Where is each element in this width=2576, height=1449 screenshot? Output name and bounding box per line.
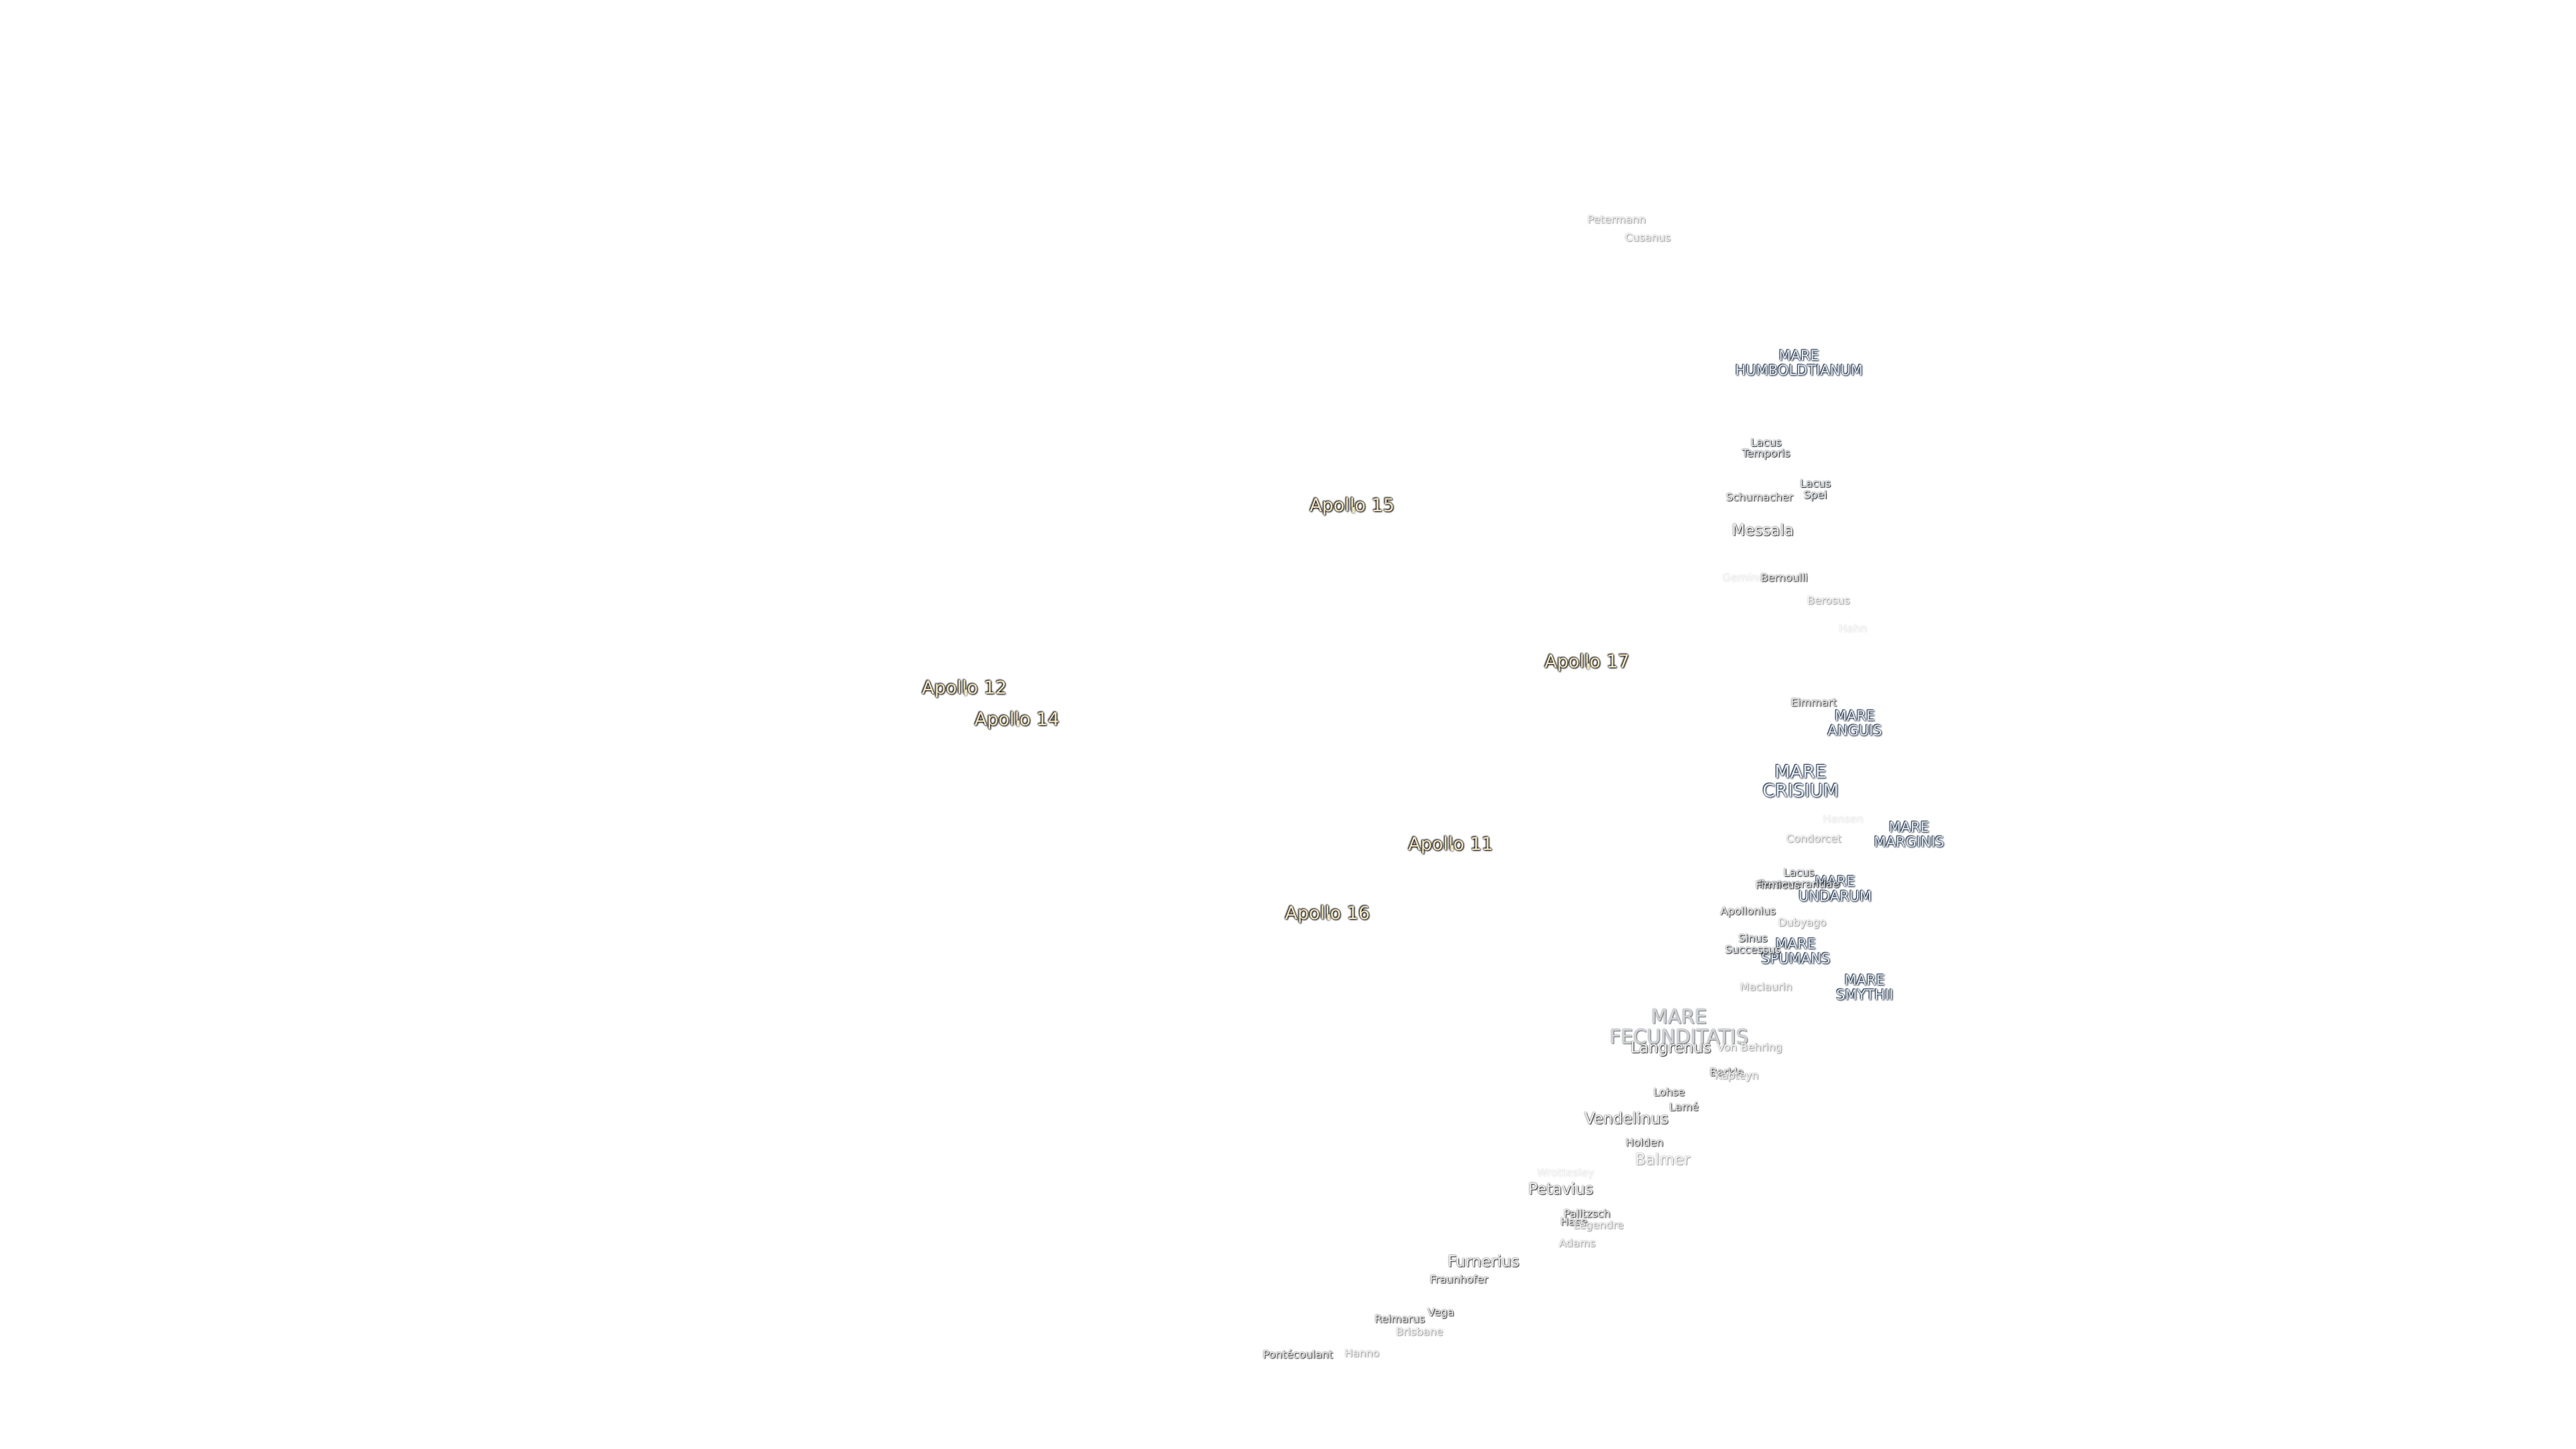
crater-label: Hahn [1839,622,1868,635]
crater-label: Dubyago [1778,916,1827,929]
crater-label: Holden [1625,1136,1664,1150]
mare-label: MARE MARGINIS [1874,819,1945,851]
mare-label: MARE CRISIUM [1762,761,1839,802]
crater-label: Lamé [1669,1100,1699,1114]
crater-label: Hase [1560,1215,1588,1228]
mare-label: MARE ANGUIS [1827,707,1882,739]
crater-label: Apollonius [1720,904,1776,918]
mare-label: MARE FECUNDITATIS [1609,1005,1749,1049]
crater-label: Hanno [1344,1346,1380,1360]
crater-label: Von Behring [1717,1041,1782,1055]
crater-label: Barkla [1709,1065,1744,1079]
crater-label: Cusanus [1625,231,1671,244]
apollo-site-label: Apollo 15 [1309,495,1395,517]
crater-label: Messala [1731,521,1794,539]
crater-label: Balmer [1635,1150,1690,1169]
apollo-site-label: Apollo 12 [922,677,1007,698]
crater-label: Vega [1427,1305,1454,1319]
mare-label: MARE UNDARUM [1798,873,1872,904]
crater-label: Maclaurin [1739,980,1792,994]
apollo-site-label: Apollo 14 [974,708,1060,730]
lake-label: Lacus Perseverantiae [1758,866,1839,891]
crater-label: Kapteyn [1714,1069,1759,1082]
apollo-site-label: Apollo 17 [1544,651,1629,672]
apollo-site-label: Apollo 16 [1285,902,1371,924]
crater-label: Bernoulli [1760,571,1808,584]
lake-label: Lacus Temporis [1741,435,1790,460]
lake-label: Sinus Successus [1725,932,1781,957]
crater-label: Fraunhofer [1430,1273,1489,1286]
crater-label: Eimmart [1790,696,1837,709]
crater-label: Schumacher [1725,490,1793,504]
crater-label: Furnerius [1448,1252,1519,1271]
mare-label: MARE SMYTHII [1835,971,1894,1003]
lake-label: Lacus Spei [1800,476,1831,501]
crater-label: Langrenus [1630,1039,1711,1057]
crater-label: Legendre [1573,1218,1624,1232]
crater-label: Palitzsch [1563,1207,1611,1220]
crater-label: Adams [1558,1236,1596,1250]
mare-label: MARE SPUMANS [1761,935,1831,967]
crater-label: Geminus [1722,571,1770,584]
crater-label: Condorcet [1786,833,1841,846]
crater-label: Hansen [1823,812,1864,826]
crater-label: Brisbane [1395,1325,1444,1338]
apollo-site-label: Apollo 11 [1408,833,1493,855]
crater-label: Berosus [1807,594,1850,607]
crater-label: Petavius [1528,1180,1593,1198]
crater-label: Vendelinus [1584,1110,1669,1128]
crater-label: Petermann [1587,213,1646,226]
mare-label: MARE HUMBOLDTIANUM [1735,347,1863,379]
crater-label: Firmicus [1755,878,1800,892]
crater-label: Pontécoulant [1263,1348,1333,1362]
crater-label: Lohse [1653,1085,1685,1099]
crater-label: Wrottesley [1537,1166,1595,1179]
crater-label: Reimarus [1374,1312,1426,1326]
